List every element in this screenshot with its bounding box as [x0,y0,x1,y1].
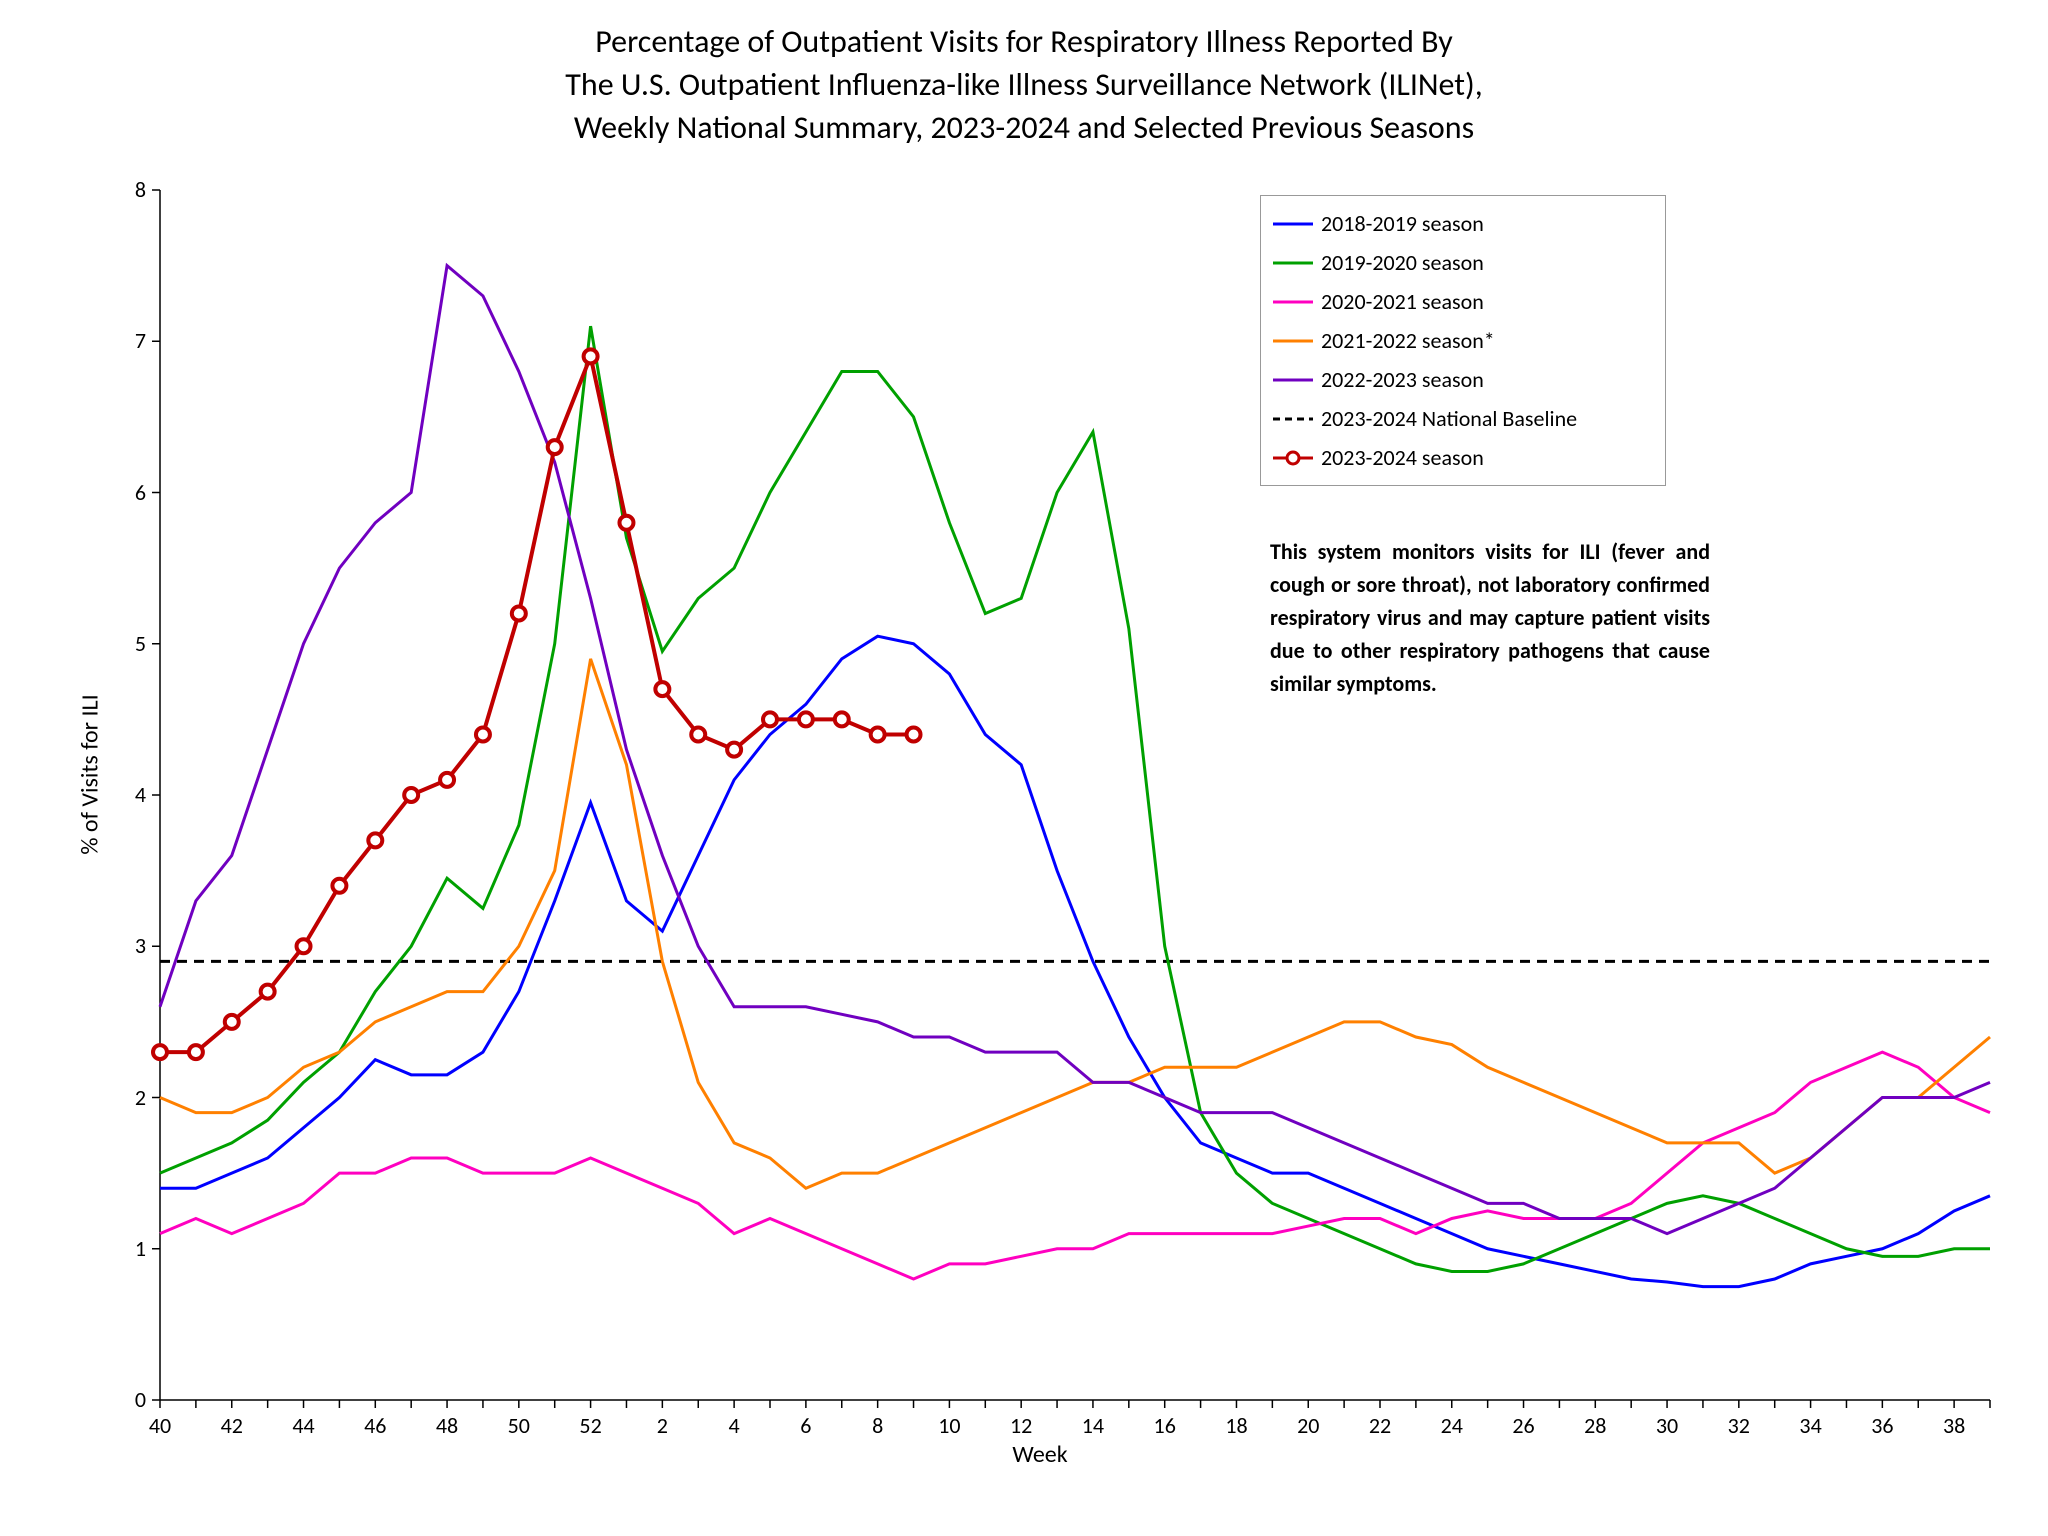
legend-label: 2020-2021 season [1321,288,1484,315]
legend-item: 2018-2019 season [1273,204,1653,243]
x-tick: 52 [571,1412,611,1439]
x-tick: 2 [642,1412,682,1439]
y-tick: 6 [135,479,146,506]
x-tick: 40 [140,1412,180,1439]
legend-item: 2019-2020 season [1273,243,1653,282]
legend-label: 2019-2020 season [1321,249,1484,276]
legend-swatch [1273,370,1313,390]
legend-swatch [1273,448,1313,468]
disclaimer-note: This system monitors visits for ILI (fev… [1270,535,1710,700]
legend-swatch [1273,292,1313,312]
x-tick: 38 [1934,1412,1974,1439]
y-tick: 2 [135,1084,146,1111]
y-tick: 7 [135,327,146,354]
x-tick: 16 [1145,1412,1185,1439]
legend-label: 2023-2024 National Baseline [1321,405,1577,432]
legend-swatch [1273,331,1313,351]
x-tick: 48 [427,1412,467,1439]
legend-swatch [1273,409,1313,429]
x-tick: 42 [212,1412,252,1439]
legend-label: 2023-2024 season [1321,444,1484,471]
title-line3: Weekly National Summary, 2023-2024 and S… [574,108,1474,147]
x-tick: 24 [1432,1412,1472,1439]
chart-container: Percentage of Outpatient Visits for Resp… [20,20,2028,1516]
x-tick: 6 [786,1412,826,1439]
legend-label: 2018-2019 season [1321,210,1484,237]
y-tick: 0 [135,1386,146,1413]
legend-item: 2020-2021 season [1273,282,1653,321]
title-line1: Percentage of Outpatient Visits for Resp… [595,22,1452,61]
x-tick: 10 [929,1412,969,1439]
y-tick: 8 [135,176,146,203]
legend-item: 2023-2024 season [1273,438,1653,477]
x-tick: 28 [1575,1412,1615,1439]
title-line2: The U.S. Outpatient Influenza-like Illne… [565,65,1482,104]
chart-title: Percentage of Outpatient Visits for Resp… [20,20,2028,150]
x-tick: 26 [1504,1412,1544,1439]
x-tick: 36 [1862,1412,1902,1439]
x-tick: 4 [714,1412,754,1439]
x-tick: 30 [1647,1412,1687,1439]
legend-item: 2022-2023 season [1273,360,1653,399]
y-tick: 1 [135,1235,146,1262]
y-axis-label: % of Visits for ILI [76,675,105,875]
x-tick: 14 [1073,1412,1113,1439]
plot-area [160,190,1990,1400]
legend-item: 2023-2024 National Baseline [1273,399,1653,438]
x-tick: 20 [1288,1412,1328,1439]
x-tick: 50 [499,1412,539,1439]
legend-label: 2021-2022 season* [1321,327,1495,354]
legend: 2018-2019 season 2019-2020 season 2020-202… [1260,195,1666,486]
x-tick: 8 [858,1412,898,1439]
legend-item: 2021-2022 season* [1273,321,1653,360]
x-axis-label: Week [980,1440,1100,1469]
x-tick: 34 [1791,1412,1831,1439]
legend-label: 2022-2023 season [1321,366,1484,393]
x-tick: 32 [1719,1412,1759,1439]
legend-swatch [1273,214,1313,234]
x-tick: 46 [355,1412,395,1439]
legend-swatch [1273,253,1313,273]
x-tick: 22 [1360,1412,1400,1439]
x-tick: 44 [284,1412,324,1439]
y-tick: 4 [135,781,146,808]
x-tick: 12 [1001,1412,1041,1439]
y-tick: 5 [135,630,146,657]
x-tick: 18 [1216,1412,1256,1439]
y-tick: 3 [135,932,146,959]
